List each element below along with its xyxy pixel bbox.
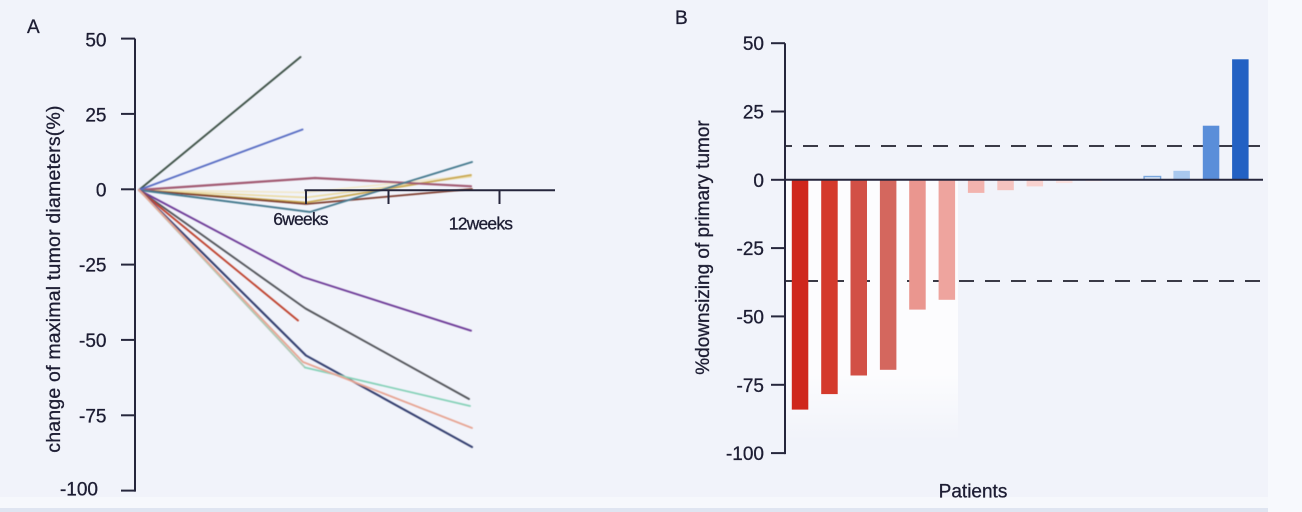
svg-text:6weeks: 6weeks	[273, 209, 329, 229]
svg-text:0: 0	[753, 171, 764, 192]
svg-text:-25: -25	[737, 239, 764, 260]
svg-text:0: 0	[96, 181, 107, 202]
svg-text:50: 50	[743, 34, 764, 55]
svg-text:-75: -75	[79, 407, 106, 428]
svg-text:-100: -100	[726, 444, 764, 465]
svg-text:Patients: Patients	[939, 482, 1008, 503]
svg-text:-100: -100	[60, 480, 98, 501]
svg-text:B: B	[675, 8, 688, 29]
svg-text:A: A	[27, 17, 40, 38]
svg-text:25: 25	[743, 103, 764, 124]
svg-text:-50: -50	[737, 308, 764, 329]
svg-text:12weeks: 12weeks	[449, 214, 514, 234]
svg-text:25: 25	[85, 106, 106, 127]
svg-text:-75: -75	[737, 376, 764, 397]
svg-text:%downsizing of primary tumor: %downsizing of primary tumor	[693, 120, 714, 375]
svg-text:50: 50	[85, 31, 106, 52]
svg-text:change of maximal tumor diamet: change of maximal tumor diameters(%)	[43, 105, 65, 453]
svg-text:-50: -50	[79, 331, 106, 352]
svg-text:-25: -25	[79, 256, 106, 277]
